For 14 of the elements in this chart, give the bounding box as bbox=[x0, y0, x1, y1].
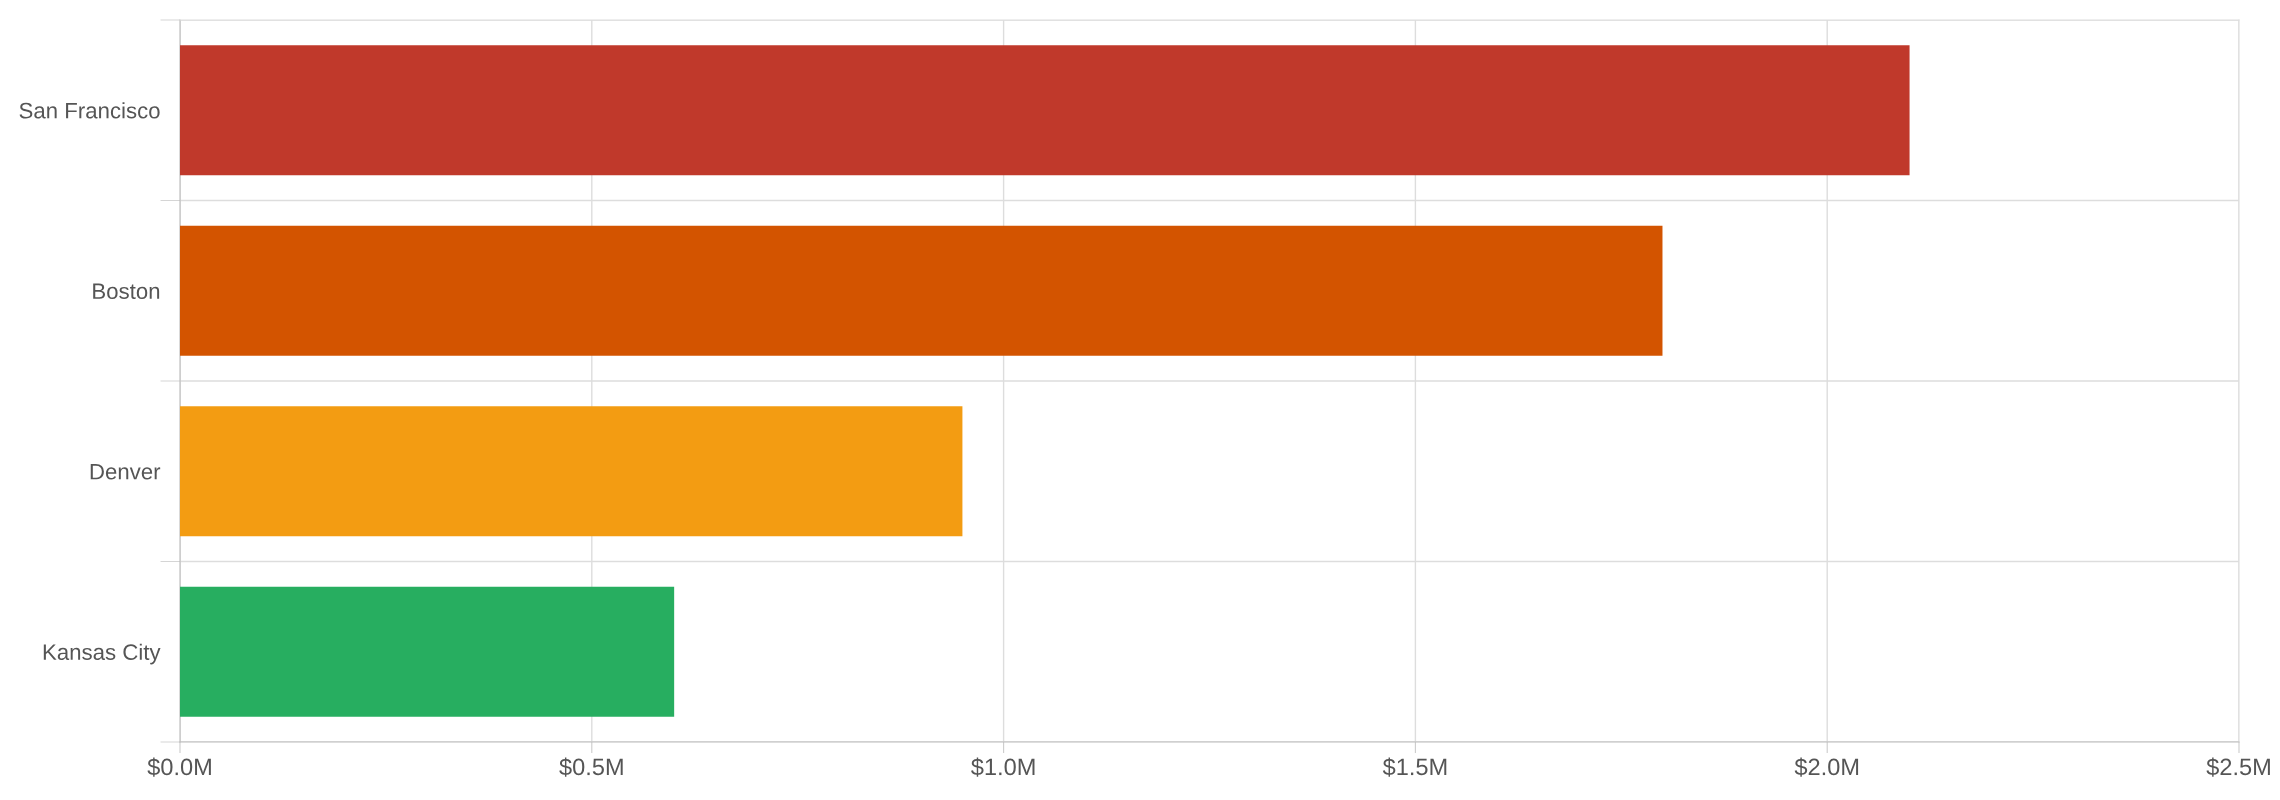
x-tick-label: $0.0M bbox=[147, 757, 211, 777]
x-tick-label: $0.5M bbox=[559, 757, 623, 777]
y-tick-label: Denver bbox=[90, 464, 161, 480]
y-tick-label: San Francisco bbox=[19, 102, 160, 119]
bar bbox=[180, 406, 963, 537]
bar bbox=[180, 225, 1663, 356]
x-tick-label: $1.0M bbox=[971, 757, 1035, 777]
x-tick-label: $1.5M bbox=[1382, 757, 1447, 777]
x-tick-label: $2.5M bbox=[2206, 757, 2270, 777]
bar bbox=[180, 45, 1910, 176]
y-tick-label: Boston bbox=[93, 283, 160, 300]
y-tick-label: Kansas City bbox=[43, 643, 161, 665]
bar bbox=[180, 586, 675, 717]
x-tick-label: $2.0M bbox=[1794, 757, 1859, 777]
